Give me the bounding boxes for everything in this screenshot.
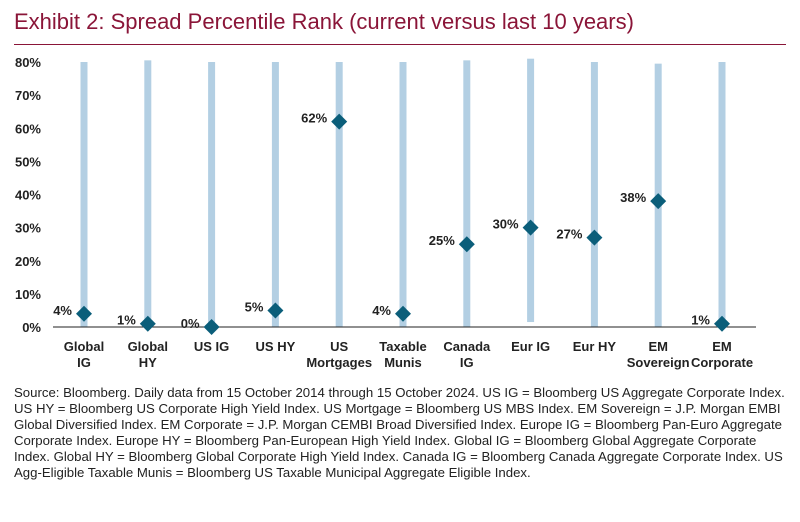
value-label: 5%: [245, 299, 264, 314]
value-label: 38%: [620, 190, 646, 205]
y-tick-label: 60%: [15, 121, 41, 136]
category-label: US: [330, 339, 348, 354]
spread-percentile-chart: 0% 10% 20% 30% 40% 50% 60% 70% 80% 4% 1% 0% 5% 62% 4% 2…: [15, 55, 756, 370]
title-rule: [14, 44, 786, 45]
category-label: Eur HY: [573, 339, 617, 354]
value-label: 4%: [372, 303, 391, 318]
y-tick-label: 0%: [22, 320, 41, 335]
value-label: 30%: [493, 217, 519, 232]
range-bar: [527, 58, 535, 323]
category-label: Global: [64, 339, 104, 354]
percentile-marker: [714, 315, 730, 332]
category-label: US HY: [256, 339, 296, 354]
percentile-marker: [458, 236, 475, 253]
y-tick-label: 20%: [15, 254, 41, 269]
category-label: Eur IG: [511, 339, 550, 354]
category-label: Sovereign: [627, 355, 690, 370]
percentile-marker: [267, 302, 284, 319]
category-label: Munis: [384, 355, 422, 370]
category-label: EM: [648, 339, 668, 354]
y-tick-label: 10%: [15, 287, 41, 302]
value-label: 0%: [181, 316, 200, 331]
range-bar: [463, 60, 471, 327]
value-label: 62%: [301, 111, 327, 126]
category-label: EM: [712, 339, 732, 354]
chart-title: Exhibit 2: Spread Percentile Rank (curre…: [14, 9, 634, 34]
percentile-marker: [650, 193, 667, 210]
y-tick-label: 40%: [15, 188, 41, 203]
category-label: US IG: [194, 339, 229, 354]
range-bar: [271, 62, 279, 327]
percentile-marker: [203, 319, 220, 335]
range-bar: [399, 62, 407, 327]
range-bar: [144, 60, 152, 327]
range-bar: [80, 62, 88, 327]
range-bar: [335, 62, 343, 327]
range-bar: [718, 62, 726, 327]
value-label: 27%: [556, 227, 582, 242]
source-note: Source: Bloomberg. Daily data from 15 Oc…: [14, 385, 785, 480]
percentile-marker: [586, 229, 603, 246]
value-label: 4%: [53, 303, 72, 318]
value-label: 1%: [117, 313, 136, 328]
value-label: 25%: [429, 233, 455, 248]
y-tick-label: 70%: [15, 88, 41, 103]
y-tick-label: 80%: [15, 55, 41, 70]
category-label: IG: [77, 355, 91, 370]
range-bar: [208, 62, 216, 327]
y-tick-label: 30%: [15, 221, 41, 236]
y-tick-label: 50%: [15, 154, 41, 169]
category-label: Canada: [443, 339, 491, 354]
percentile-marker: [331, 113, 348, 130]
range-bar: [590, 62, 598, 327]
category-label: Corporate: [691, 355, 753, 370]
percentile-marker: [76, 305, 92, 322]
value-label: 1%: [691, 313, 710, 328]
category-label: Mortgages: [306, 355, 372, 370]
category-label: Global: [128, 339, 168, 354]
percentile-marker: [522, 219, 539, 236]
percentile-marker: [139, 315, 156, 332]
category-label: Taxable: [379, 339, 426, 354]
category-label: IG: [460, 355, 474, 370]
percentile-marker: [395, 305, 411, 322]
category-label: HY: [139, 355, 157, 370]
